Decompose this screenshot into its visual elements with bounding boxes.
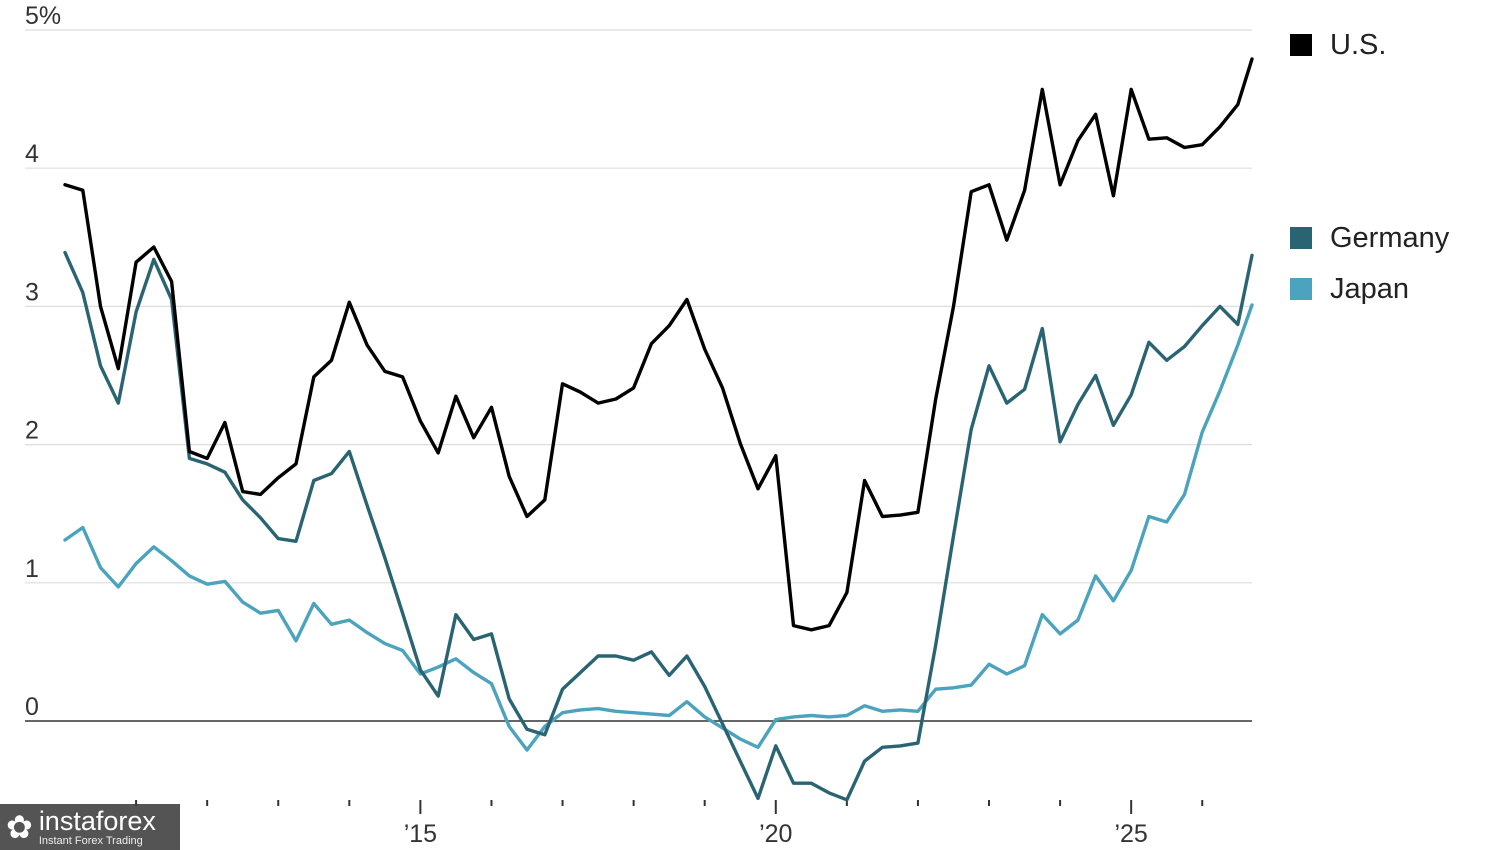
series-line-u-s [63, 57, 1254, 632]
y-tick-label: 4 [25, 140, 39, 168]
legend-label-u-s: U.S. [1330, 29, 1386, 61]
watermark-tagline: Instant Forex Trading [38, 834, 143, 847]
x-tick-label: ’15 [404, 820, 437, 848]
y-tick-label: 1 [25, 555, 39, 583]
legend-swatch-germany [1290, 227, 1312, 249]
legend-swatch-u-s [1290, 34, 1312, 56]
y-axis-labels: 0 1 2 3 4 5% [25, 2, 61, 721]
legend-label-germany: Germany [1330, 222, 1450, 254]
x-axis: ’15 ’20 ’25 [135, 800, 1204, 848]
watermark: ✿ instaforex Instant Forex Trading [0, 804, 180, 850]
watermark-logo-icon: ✿ [6, 809, 33, 845]
y-tick-label: 3 [25, 278, 39, 306]
legend-label-japan: Japan [1330, 273, 1409, 305]
watermark-text: instaforex Instant Forex Trading [38, 805, 156, 847]
legend: U.S. Germany Japan [1290, 29, 1450, 305]
series-line-germany [63, 250, 1254, 802]
series-lines [63, 57, 1254, 802]
watermark-name: instaforex [38, 805, 156, 836]
y-tick-label: 0 [25, 693, 39, 721]
x-tick-label: ’20 [759, 820, 792, 848]
series-line-japan [63, 303, 1254, 752]
y-tick-label: 2 [25, 417, 39, 445]
legend-swatch-japan [1290, 278, 1312, 300]
x-tick-label: ’25 [1114, 820, 1147, 848]
y-tick-label: 5% [25, 2, 61, 30]
